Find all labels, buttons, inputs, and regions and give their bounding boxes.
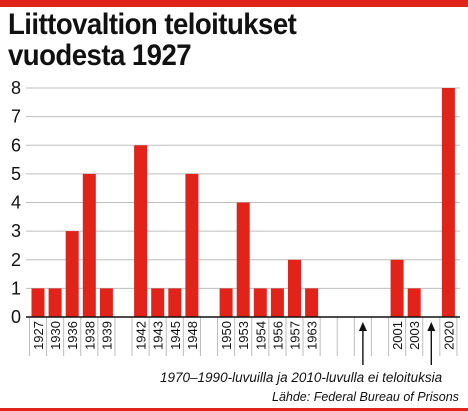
bar-1945: [168, 288, 182, 317]
x-tick-label: 1948: [185, 321, 200, 350]
y-tick-label: 3: [11, 221, 21, 241]
bar-1963: [305, 288, 319, 317]
x-tick-label: 1954: [253, 321, 268, 350]
source-note: Lähde: Federal Bureau of Prisons: [272, 390, 459, 404]
bar-1942: [134, 145, 148, 318]
bottom-accent-line: [0, 408, 468, 411]
x-tick-label: 1945: [168, 321, 183, 350]
y-tick-label: 4: [11, 193, 21, 213]
y-tick-label: 8: [11, 78, 21, 98]
bar-1948: [185, 173, 199, 317]
y-axis-ticks: 0 1 2 3 4 5 6 7 8: [11, 78, 21, 327]
x-tick-label: 1963: [305, 321, 320, 350]
y-tick-label: 2: [11, 250, 21, 270]
bar-1938: [82, 173, 96, 317]
y-tick-label: 5: [11, 164, 21, 184]
x-tick-label: 1957: [288, 321, 303, 350]
bar-1957: [288, 259, 301, 318]
x-tick-label: 1953: [236, 321, 251, 350]
x-tick-label: 1943: [151, 321, 166, 350]
chart-title-line2: vuodesta 1927: [8, 39, 192, 72]
top-accent-bar: [0, 0, 468, 7]
x-tick-label: 1938: [82, 321, 97, 350]
gap-arrows: [358, 322, 436, 365]
bar-1943: [151, 288, 165, 317]
bar-1936: [65, 231, 79, 317]
y-tick-label: 7: [11, 107, 21, 127]
x-tick-label: 2020: [441, 321, 456, 350]
chart-title-line1: Liittovaltion teloitukset: [8, 8, 297, 41]
bar-2020: [441, 88, 455, 317]
x-tick-label: 1927: [31, 321, 46, 350]
x-tick-label: 1936: [65, 321, 80, 350]
y-tick-label: 0: [11, 307, 21, 327]
bar-1953: [236, 202, 250, 317]
bars: [31, 88, 455, 318]
bar-1930: [48, 288, 62, 317]
bar-2003: [407, 288, 421, 317]
bar-1939: [99, 288, 113, 317]
x-tick-label: 1930: [48, 321, 63, 350]
x-tick-label: 1942: [134, 321, 149, 350]
gap-arrow-head: [427, 322, 436, 331]
gap-annotation: 1970–1990-luvuilla ja 2010-luvulla ei te…: [160, 370, 443, 385]
x-axis-ticks: 1927 1930 1936 1938 1939 1942 1943 1945 1948 1950…: [28, 317, 458, 356]
x-tick-label: 1950: [219, 321, 234, 350]
x-tick-label: 2003: [407, 321, 422, 350]
x-tick-label: 1939: [99, 321, 114, 350]
bar-1927: [31, 288, 45, 317]
bar-1954: [253, 288, 267, 317]
x-tick-label: 2001: [390, 321, 405, 350]
bar-2001: [390, 259, 404, 318]
x-tick-label: 1956: [270, 321, 285, 350]
chart-title: Liittovaltion teloitukset vuodesta 1927: [8, 8, 297, 72]
gap-arrow-head: [358, 322, 367, 331]
bar-1950: [219, 288, 233, 317]
bar-1956: [270, 288, 284, 317]
y-tick-label: 6: [11, 135, 21, 155]
y-tick-label: 1: [11, 278, 21, 298]
